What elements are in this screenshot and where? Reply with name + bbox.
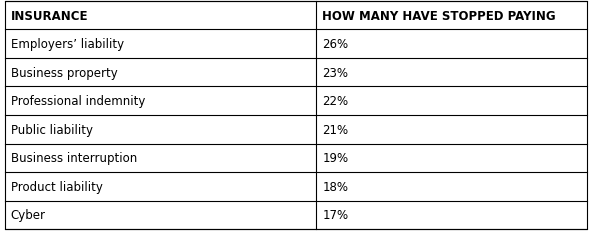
Text: 19%: 19% xyxy=(322,152,348,165)
Text: Product liability: Product liability xyxy=(11,180,102,193)
Text: 21%: 21% xyxy=(322,123,348,136)
Text: INSURANCE: INSURANCE xyxy=(11,9,88,23)
Text: Cyber: Cyber xyxy=(11,208,46,222)
Text: Public liability: Public liability xyxy=(11,123,92,136)
Text: 26%: 26% xyxy=(322,38,348,51)
Text: 22%: 22% xyxy=(322,95,348,108)
Text: 17%: 17% xyxy=(322,208,348,222)
Text: HOW MANY HAVE STOPPED PAYING: HOW MANY HAVE STOPPED PAYING xyxy=(322,9,556,23)
Text: Business interruption: Business interruption xyxy=(11,152,137,165)
Text: Professional indemnity: Professional indemnity xyxy=(11,95,145,108)
Text: Employers’ liability: Employers’ liability xyxy=(11,38,124,51)
Text: 23%: 23% xyxy=(322,66,348,79)
Text: Business property: Business property xyxy=(11,66,117,79)
Text: 18%: 18% xyxy=(322,180,348,193)
